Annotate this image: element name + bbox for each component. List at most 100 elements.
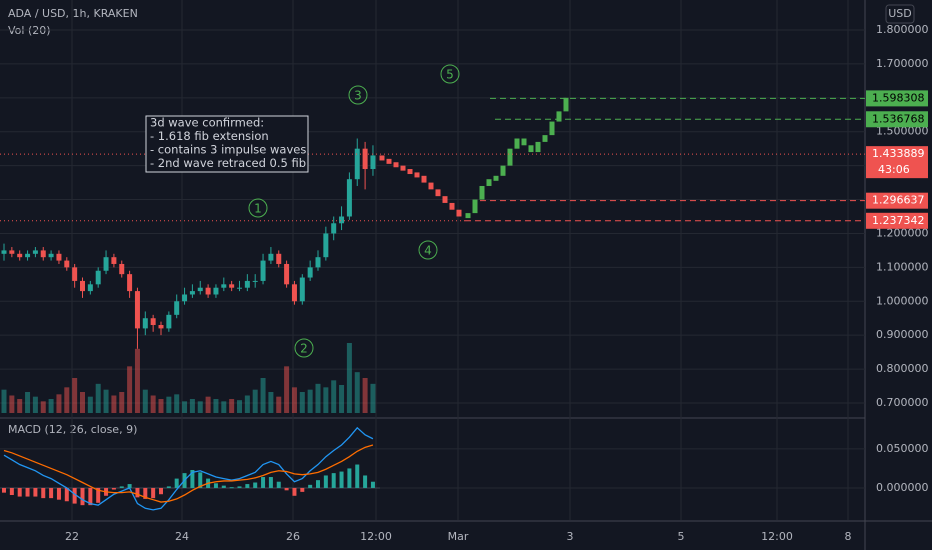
histogram-bar xyxy=(143,487,148,499)
histogram-bar xyxy=(96,487,101,503)
y-tick-label: 0.700000 xyxy=(876,396,929,409)
candle-body xyxy=(166,314,172,329)
volume-bar xyxy=(346,343,352,413)
projection-bar xyxy=(400,165,406,171)
candle-body xyxy=(237,287,242,289)
volume-bar xyxy=(150,395,156,413)
candle-body xyxy=(354,148,360,180)
candle-body xyxy=(213,287,219,295)
histogram-bar xyxy=(347,468,352,488)
volume-bar xyxy=(166,396,172,413)
histogram-bar xyxy=(253,482,258,488)
projection-bar xyxy=(486,179,492,186)
wave-label: 3 xyxy=(354,89,362,103)
volume-bar xyxy=(134,348,140,413)
candle-body xyxy=(205,287,211,295)
candle-body xyxy=(134,291,140,329)
y-tick-label: 0.800000 xyxy=(876,362,929,375)
x-tick-label: 26 xyxy=(286,530,300,543)
wave-label: 4 xyxy=(424,244,432,258)
volume-bar xyxy=(315,383,321,413)
y-tick-label: 0.900000 xyxy=(876,328,929,341)
projection-bar xyxy=(393,162,399,168)
candle-body xyxy=(9,250,15,254)
candle-body xyxy=(229,284,235,288)
projection-bar xyxy=(379,155,385,161)
wave-marker xyxy=(440,64,460,84)
projection-bar xyxy=(563,97,569,112)
histogram-bar xyxy=(237,486,242,488)
candle-body xyxy=(48,253,54,258)
histogram-bar xyxy=(221,485,226,488)
y-tick-label: 1.700000 xyxy=(876,57,929,70)
price-label: 1.536768 xyxy=(872,112,925,125)
note-line: - contains 3 impulse waves xyxy=(150,143,306,157)
y2-tick-label: 0.000000 xyxy=(876,481,929,494)
volume-bar xyxy=(111,395,117,413)
volume-bar xyxy=(339,385,345,413)
histogram-bar xyxy=(56,487,61,500)
y-tick-label: 1.200000 xyxy=(876,226,929,239)
y2-tick-label: 0.050000 xyxy=(876,442,929,455)
volume-bar xyxy=(323,387,329,413)
candle-body xyxy=(339,216,345,224)
candle-body xyxy=(64,260,70,268)
candle-body xyxy=(80,280,85,292)
histogram-bar xyxy=(41,487,46,499)
histogram-bar xyxy=(64,487,69,502)
candle-body xyxy=(331,223,337,234)
histogram-bar xyxy=(80,487,85,506)
histogram-bar xyxy=(331,473,336,488)
y-tick-label: 1.500000 xyxy=(876,125,929,138)
x-tick-label: 8 xyxy=(845,530,852,543)
volume-bar xyxy=(276,396,282,413)
histogram-bar xyxy=(363,475,368,488)
volume-bar xyxy=(64,387,70,413)
candle-body xyxy=(291,284,297,302)
volume-bar xyxy=(32,396,38,413)
y-tick-label: 1.100000 xyxy=(876,260,929,273)
macd-line xyxy=(3,426,374,511)
histogram-bar xyxy=(49,487,54,499)
wave-marker xyxy=(248,198,268,218)
candle-body xyxy=(56,253,62,261)
projection-bar xyxy=(535,141,541,153)
volume-bar xyxy=(182,401,188,413)
histogram-bar xyxy=(72,487,77,504)
volume-bar xyxy=(244,395,250,413)
histogram-bar xyxy=(268,477,273,488)
volume-bar xyxy=(56,394,62,413)
candle-body xyxy=(252,280,258,282)
projection-bar xyxy=(507,148,513,166)
candle-body xyxy=(103,257,109,271)
projection-bar xyxy=(472,199,478,214)
price-label: 1.433889 xyxy=(872,147,925,160)
candle-body xyxy=(1,250,7,254)
volume-bar xyxy=(127,366,133,413)
volume-bar xyxy=(9,395,15,413)
histogram-bar xyxy=(292,487,297,496)
histogram-bar xyxy=(151,487,156,499)
wave-label: 1 xyxy=(254,202,262,216)
histogram-bar xyxy=(9,487,14,495)
note-line: - 1.618 fib extension xyxy=(150,129,269,143)
candle-body xyxy=(87,284,93,292)
macd-title: MACD (12, 26, close, 9) xyxy=(8,423,137,436)
histogram-bar xyxy=(300,487,305,492)
histogram-bar xyxy=(213,483,218,488)
histogram-bar xyxy=(198,472,203,488)
volume-bar xyxy=(221,401,227,413)
wave-label: 2 xyxy=(300,342,308,356)
histogram-bar xyxy=(17,487,22,497)
projection-bar xyxy=(435,189,441,197)
projection-bar xyxy=(414,172,420,178)
histogram-bar xyxy=(88,487,93,506)
volume-bar xyxy=(229,399,235,413)
symbol-title: ADA / USD, 1h, KRAKEN xyxy=(8,7,138,20)
volume-bar xyxy=(1,389,7,413)
currency-box[interactable] xyxy=(885,4,915,24)
price-label: 1.598308 xyxy=(872,91,925,104)
candle-body xyxy=(315,257,321,268)
candle-body xyxy=(260,260,266,281)
